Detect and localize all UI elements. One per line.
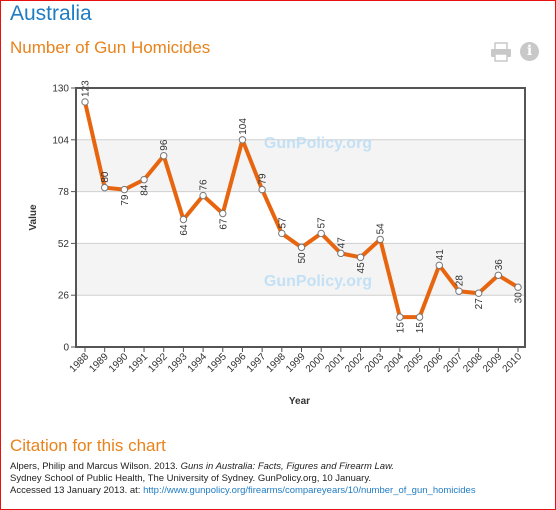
data-point[interactable]: [140, 175, 148, 184]
y-tick-label: 104: [52, 135, 69, 146]
x-tick-label: 2003: [363, 351, 387, 375]
citation-title: Guns in Australia: Facts, Figures and Fi…: [180, 461, 395, 472]
x-tick-label: 2001: [323, 351, 347, 375]
data-point[interactable]: [219, 209, 227, 218]
data-label: 79: [120, 194, 131, 206]
data-point[interactable]: [415, 313, 424, 321]
data-label: 28: [454, 275, 465, 287]
x-axis-title: Year: [289, 396, 310, 407]
citation-publisher: Sydney School of Public Health, The Univ…: [10, 473, 372, 484]
x-tick-label: 1988: [68, 351, 92, 375]
data-label: 15: [395, 322, 406, 334]
x-tick-label: 1994: [186, 351, 210, 375]
data-label: 96: [159, 139, 170, 151]
data-point[interactable]: [435, 261, 443, 270]
data-point[interactable]: [278, 229, 286, 238]
y-tick-label: 26: [58, 291, 70, 302]
y-axis-title: Value: [28, 204, 39, 231]
data-point[interactable]: [120, 185, 129, 194]
data-point[interactable]: [474, 289, 483, 297]
data-label: 80: [100, 171, 111, 183]
data-label: 27: [474, 298, 485, 310]
data-label: 79: [258, 173, 269, 185]
data-point[interactable]: [160, 152, 168, 160]
data-label: 47: [336, 237, 347, 249]
citation-authors: Alpers, Philip and Marcus Wilson. 2013.: [10, 461, 181, 472]
x-tick-label: 2008: [461, 351, 485, 375]
gun-homicides-line-chart: GunPolicy.org GunPolicy.org 0 26 52 78 104 13…: [28, 80, 526, 407]
x-tick-label: 2007: [442, 351, 466, 375]
data-point[interactable]: [179, 215, 188, 224]
x-tick-label: 2002: [343, 351, 367, 375]
x-tick-label: 2006: [422, 351, 446, 375]
data-label: 57: [317, 217, 328, 229]
data-label: 50: [297, 252, 308, 264]
x-tick-label: 2004: [383, 351, 407, 375]
plot-border: [75, 87, 526, 348]
data-point[interactable]: [356, 253, 365, 262]
citation-heading: Citation for this chart: [10, 436, 166, 455]
data-label: 45: [356, 262, 367, 274]
x-tick-label: 1990: [107, 351, 131, 375]
x-tick-label: 1991: [127, 351, 151, 375]
data-label: 64: [179, 224, 190, 236]
data-point[interactable]: [297, 243, 306, 252]
country-title: Australia: [10, 2, 92, 25]
data-point[interactable]: [81, 98, 89, 106]
data-label: 67: [218, 218, 229, 230]
data-point[interactable]: [317, 229, 325, 238]
x-tick-label: 1995: [205, 351, 229, 375]
x-tick-label: 1993: [166, 351, 190, 375]
data-point[interactable]: [238, 136, 247, 144]
x-tick-label: 2005: [402, 351, 426, 375]
citation-accessed: Accessed 13 January 2013. at:: [10, 485, 144, 496]
data-point[interactable]: [199, 191, 207, 200]
data-label: 104: [238, 118, 249, 135]
data-label: 84: [140, 184, 151, 196]
y-tick-label: 130: [52, 84, 69, 95]
x-tick-label: 2000: [304, 351, 328, 375]
data-point[interactable]: [258, 185, 266, 194]
watermark: GunPolicy.org: [264, 135, 372, 152]
data-label: 54: [376, 223, 387, 235]
x-tick-label: 2009: [481, 351, 505, 375]
x-tick-label: 1997: [245, 351, 269, 375]
x-tick-label: 1992: [146, 351, 170, 375]
data-label: 57: [277, 217, 288, 229]
data-label: 76: [199, 179, 210, 191]
y-tick-label: 78: [58, 187, 70, 198]
chart-title: Number of Gun Homicides: [10, 38, 211, 57]
data-point[interactable]: [455, 287, 463, 295]
data-point[interactable]: [396, 313, 404, 321]
data-point[interactable]: [100, 183, 109, 192]
x-tick-label: 1996: [225, 351, 249, 375]
watermark: GunPolicy.org: [264, 273, 372, 290]
grid-band: [76, 243, 525, 296]
data-point[interactable]: [337, 249, 345, 258]
data-label: 30: [514, 292, 525, 304]
data-label: 36: [494, 259, 505, 271]
print-icon[interactable]: [490, 42, 512, 62]
data-label: 15: [415, 322, 426, 334]
chart-tools: i: [490, 40, 542, 64]
data-point[interactable]: [494, 271, 503, 279]
citation-link[interactable]: http://www.gunpolicy.org/firearms/compar…: [143, 485, 476, 496]
citation-text: Alpers, Philip and Marcus Wilson. 2013. …: [10, 461, 550, 497]
info-icon[interactable]: i: [520, 42, 539, 61]
data-label: 41: [435, 249, 446, 261]
y-tick-label: 52: [58, 239, 70, 250]
x-tick-label: 2010: [501, 351, 525, 375]
x-tick-label: 1998: [264, 351, 288, 375]
grid-band: [76, 139, 525, 192]
data-point[interactable]: [376, 235, 384, 244]
y-tick-label: 0: [63, 343, 69, 354]
x-tick-label: 1999: [284, 351, 308, 375]
x-tick-label: 1989: [87, 351, 111, 375]
data-point[interactable]: [514, 283, 522, 291]
